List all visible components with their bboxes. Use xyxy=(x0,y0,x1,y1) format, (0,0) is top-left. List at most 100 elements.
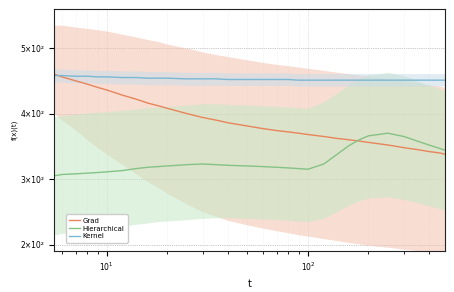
Kernel xyxy=(426,79,432,82)
Legend: Grad, Hierarchical, Kernel: Grad, Hierarchical, Kernel xyxy=(66,214,128,243)
Line: Hierarchical: Hierarchical xyxy=(54,133,445,176)
Grad xyxy=(274,129,280,132)
Hierarchical xyxy=(335,152,340,156)
Kernel xyxy=(155,77,161,80)
Kernel xyxy=(274,78,280,81)
Hierarchical xyxy=(385,131,390,135)
Kernel xyxy=(442,79,448,82)
Grad xyxy=(184,112,189,115)
Kernel xyxy=(145,77,150,80)
Hierarchical xyxy=(437,147,442,150)
Grad xyxy=(73,79,78,83)
Hierarchical xyxy=(415,139,420,143)
Hierarchical xyxy=(426,143,432,147)
Hierarchical xyxy=(261,165,266,168)
Kernel xyxy=(184,77,189,81)
Grad xyxy=(213,118,219,122)
Grad xyxy=(415,148,420,151)
Grad xyxy=(437,151,442,155)
Grad xyxy=(401,146,407,150)
Grad xyxy=(305,133,311,136)
Grad xyxy=(84,82,90,86)
Grad xyxy=(145,101,150,105)
Kernel xyxy=(200,77,205,81)
Grad xyxy=(356,139,362,143)
Kernel xyxy=(73,74,78,78)
Y-axis label: f(x)(t): f(x)(t) xyxy=(11,120,18,140)
Hierarchical xyxy=(73,172,78,175)
Kernel xyxy=(225,78,231,81)
Hierarchical xyxy=(346,144,352,147)
Hierarchical xyxy=(321,162,326,166)
X-axis label: t: t xyxy=(248,279,252,289)
Kernel xyxy=(401,79,407,82)
Hierarchical xyxy=(442,149,448,152)
Kernel xyxy=(104,75,109,79)
Kernel xyxy=(59,74,65,77)
Kernel xyxy=(52,74,57,77)
Kernel xyxy=(305,79,311,82)
Grad xyxy=(346,138,352,142)
Kernel xyxy=(245,78,250,81)
Hierarchical xyxy=(296,167,301,170)
Hierarchical xyxy=(213,163,219,166)
Kernel xyxy=(286,78,291,81)
Grad xyxy=(164,107,170,110)
Kernel xyxy=(213,77,219,81)
Grad xyxy=(321,135,326,138)
Hierarchical xyxy=(401,135,407,138)
Kernel xyxy=(366,79,371,82)
Kernel xyxy=(296,79,301,82)
Hierarchical xyxy=(145,166,150,169)
Hierarchical xyxy=(52,174,57,178)
Kernel xyxy=(385,79,390,82)
Kernel xyxy=(164,77,170,80)
Grad xyxy=(426,150,432,153)
Grad xyxy=(225,121,231,124)
Hierarchical xyxy=(104,170,109,174)
Grad xyxy=(120,93,125,97)
Hierarchical xyxy=(59,173,65,176)
Kernel xyxy=(84,74,90,78)
Hierarchical xyxy=(184,163,189,166)
Grad xyxy=(59,75,65,79)
Grad xyxy=(52,72,57,76)
Kernel xyxy=(356,79,362,82)
Hierarchical xyxy=(95,171,100,174)
Grad xyxy=(133,98,139,101)
Hierarchical xyxy=(305,168,311,171)
Kernel xyxy=(415,79,420,82)
Kernel xyxy=(133,76,139,79)
Grad xyxy=(245,124,250,128)
Kernel xyxy=(346,79,352,82)
Hierarchical xyxy=(133,167,139,170)
Hierarchical xyxy=(245,164,250,168)
Line: Kernel: Kernel xyxy=(54,76,445,80)
Kernel xyxy=(335,79,340,82)
Kernel xyxy=(321,79,326,82)
Grad xyxy=(104,88,109,92)
Hierarchical xyxy=(164,164,170,168)
Hierarchical xyxy=(225,164,231,167)
Grad xyxy=(261,127,266,131)
Grad xyxy=(366,141,371,144)
Kernel xyxy=(120,76,125,79)
Grad xyxy=(442,152,448,156)
Grad xyxy=(385,143,390,147)
Grad xyxy=(286,130,291,134)
Line: Grad: Grad xyxy=(54,74,445,154)
Hierarchical xyxy=(84,171,90,175)
Hierarchical xyxy=(366,134,371,138)
Hierarchical xyxy=(200,162,205,166)
Hierarchical xyxy=(356,138,362,142)
Grad xyxy=(200,116,205,119)
Grad xyxy=(335,137,340,140)
Grad xyxy=(155,104,161,107)
Grad xyxy=(95,86,100,89)
Hierarchical xyxy=(274,166,280,169)
Hierarchical xyxy=(120,169,125,172)
Hierarchical xyxy=(155,165,161,168)
Kernel xyxy=(437,79,442,82)
Grad xyxy=(296,131,301,135)
Kernel xyxy=(261,78,266,81)
